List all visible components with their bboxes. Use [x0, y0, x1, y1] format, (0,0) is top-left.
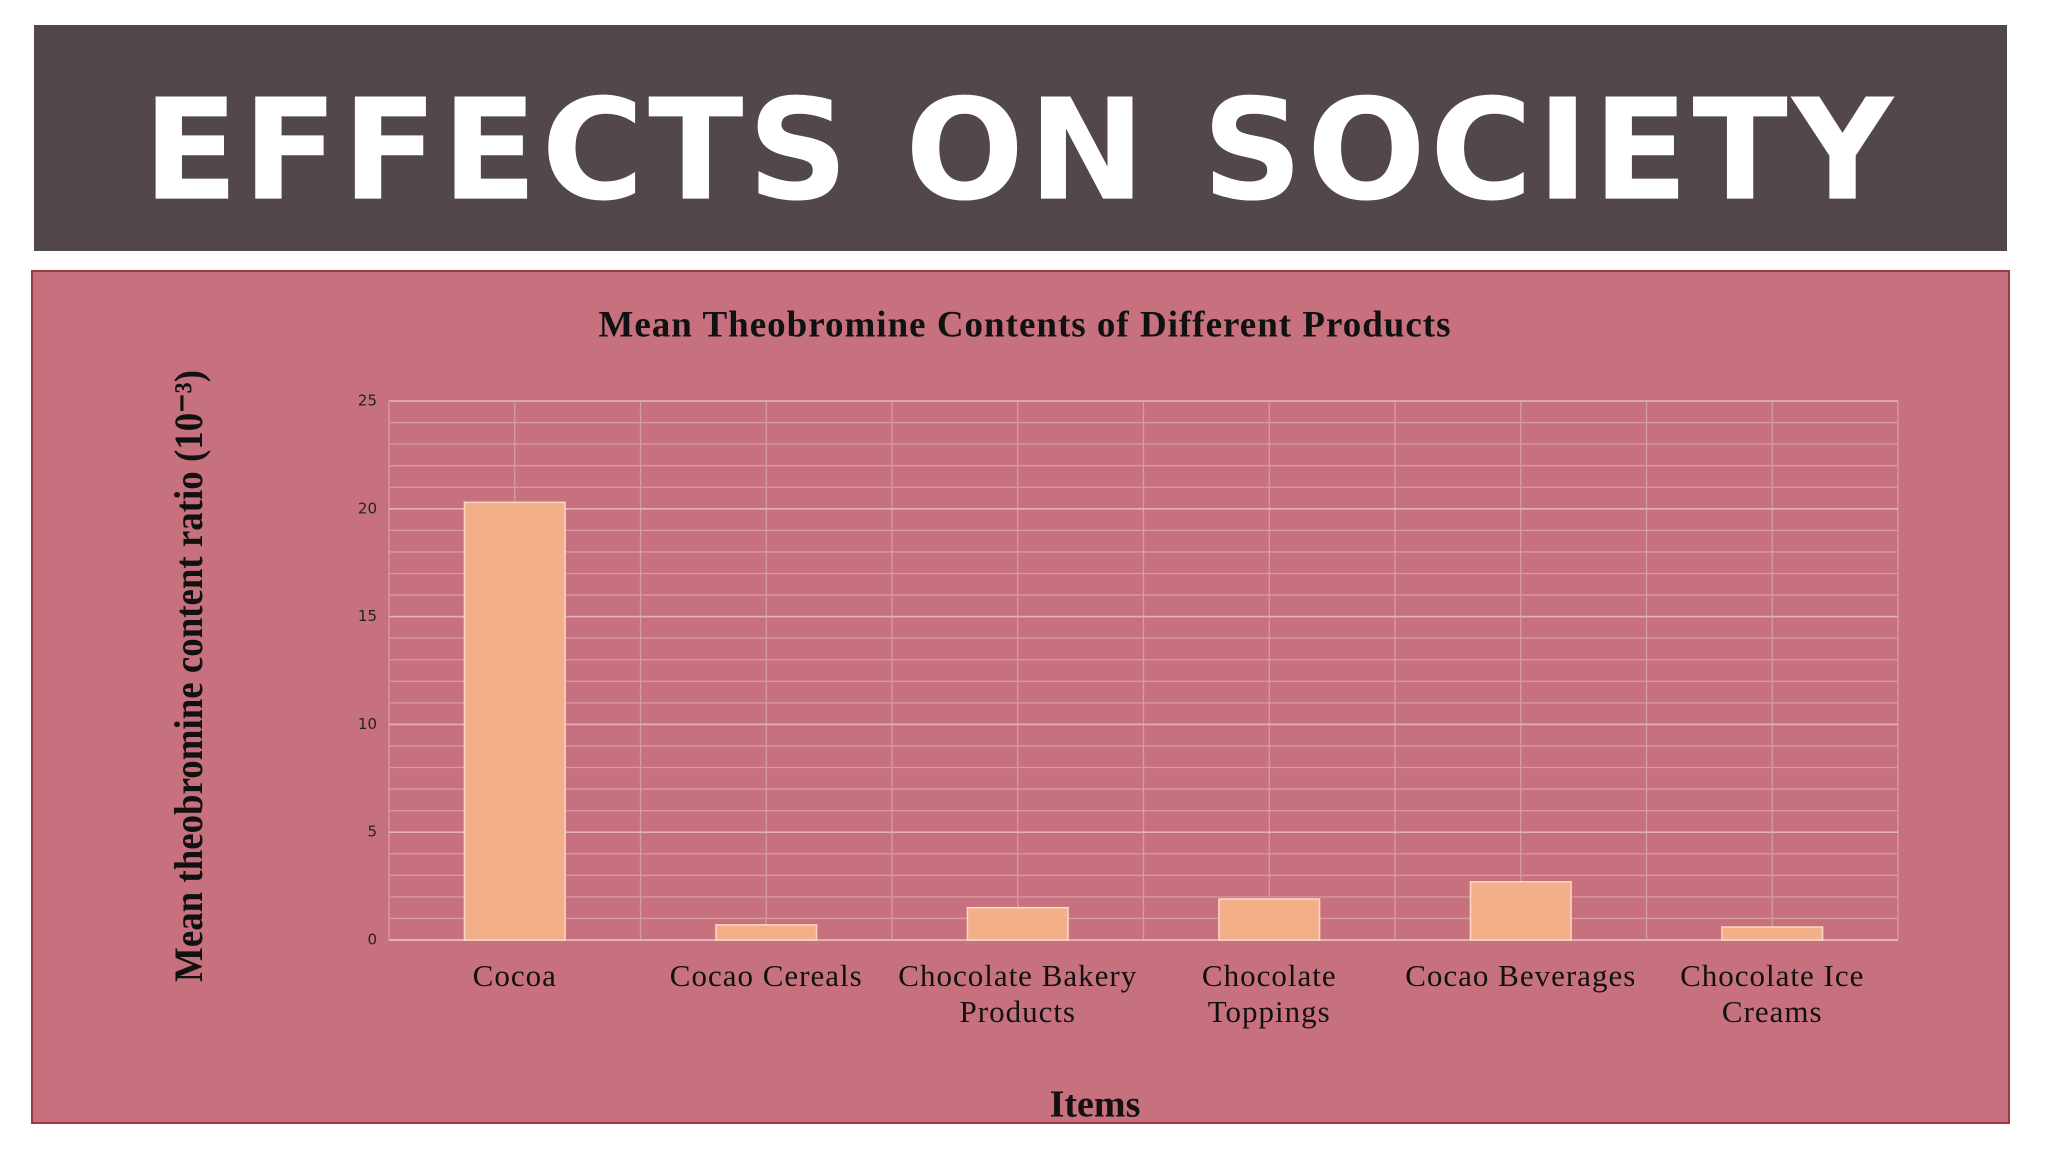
x-tick-label: Chocolate Ice Creams [1680, 958, 1865, 1029]
y-tick-label: 10 [358, 715, 377, 733]
y-axis-label: Mean theobromine content ratio (10⁻³) [166, 370, 211, 982]
x-tick-label-box: Cocao Beverages [1405, 958, 1637, 993]
plot-area: 0 5 10 15 20 25 Cocoa Cocao Cereals Chocolate Ba… [358, 392, 1899, 1029]
x-tick-label: Cocao Cereals [669, 958, 863, 993]
x-tick-label: Cocoa [472, 958, 557, 993]
x-tick-label-box: Cocao Cereals [669, 958, 863, 993]
y-tick-label: 15 [358, 607, 377, 625]
chart-title: Mean Theobromine Contents of Different P… [598, 304, 1451, 345]
y-tick-label: 0 [367, 931, 377, 949]
x-tick-label: Chocolate Bakery Products [898, 958, 1138, 1029]
bar [1721, 926, 1824, 941]
x-tick-label-box: Chocolate Bakery Products [898, 958, 1138, 1029]
x-tick-label: Chocolate Toppings [1201, 958, 1337, 1029]
x-tick-label-box: Chocolate Ice Creams [1680, 958, 1865, 1029]
bar [715, 924, 818, 941]
bar [463, 501, 566, 941]
slide-title: EFFECTS ON SOCIETY [143, 70, 1897, 233]
x-tick-label-box: Chocolate Toppings [1201, 958, 1337, 1029]
x-tick-label-box: Cocoa [472, 958, 557, 993]
x-axis-label: Items [1050, 1084, 1141, 1126]
y-tick-label: 20 [358, 499, 377, 517]
chart-panel [31, 270, 2010, 1124]
y-tick-label: 5 [367, 823, 377, 841]
bar [966, 906, 1069, 941]
title-bar [34, 25, 2007, 251]
bar [1218, 898, 1321, 941]
x-tick-label: Cocao Beverages [1405, 958, 1637, 993]
y-tick-label: 25 [358, 392, 377, 410]
bar [1469, 881, 1572, 941]
